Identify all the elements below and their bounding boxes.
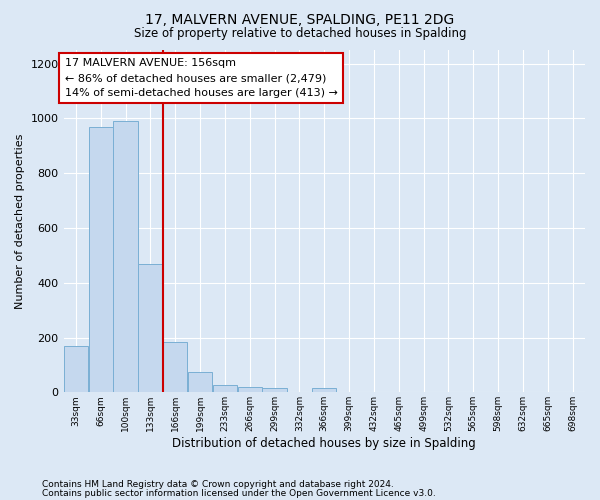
Text: Contains public sector information licensed under the Open Government Licence v3: Contains public sector information licen… xyxy=(42,490,436,498)
Bar xyxy=(213,384,237,392)
Text: Size of property relative to detached houses in Spalding: Size of property relative to detached ho… xyxy=(134,28,466,40)
Y-axis label: Number of detached properties: Number of detached properties xyxy=(15,134,25,309)
Bar xyxy=(262,388,287,392)
Text: 17 MALVERN AVENUE: 156sqm
← 86% of detached houses are smaller (2,479)
14% of se: 17 MALVERN AVENUE: 156sqm ← 86% of detac… xyxy=(65,58,338,98)
Bar xyxy=(238,387,262,392)
Bar xyxy=(188,372,212,392)
X-axis label: Distribution of detached houses by size in Spalding: Distribution of detached houses by size … xyxy=(172,437,476,450)
Bar xyxy=(312,388,337,392)
Bar xyxy=(89,127,113,392)
Bar xyxy=(163,342,187,392)
Bar xyxy=(113,121,138,392)
Bar xyxy=(138,264,163,392)
Text: Contains HM Land Registry data © Crown copyright and database right 2024.: Contains HM Land Registry data © Crown c… xyxy=(42,480,394,489)
Bar xyxy=(64,346,88,393)
Text: 17, MALVERN AVENUE, SPALDING, PE11 2DG: 17, MALVERN AVENUE, SPALDING, PE11 2DG xyxy=(145,12,455,26)
